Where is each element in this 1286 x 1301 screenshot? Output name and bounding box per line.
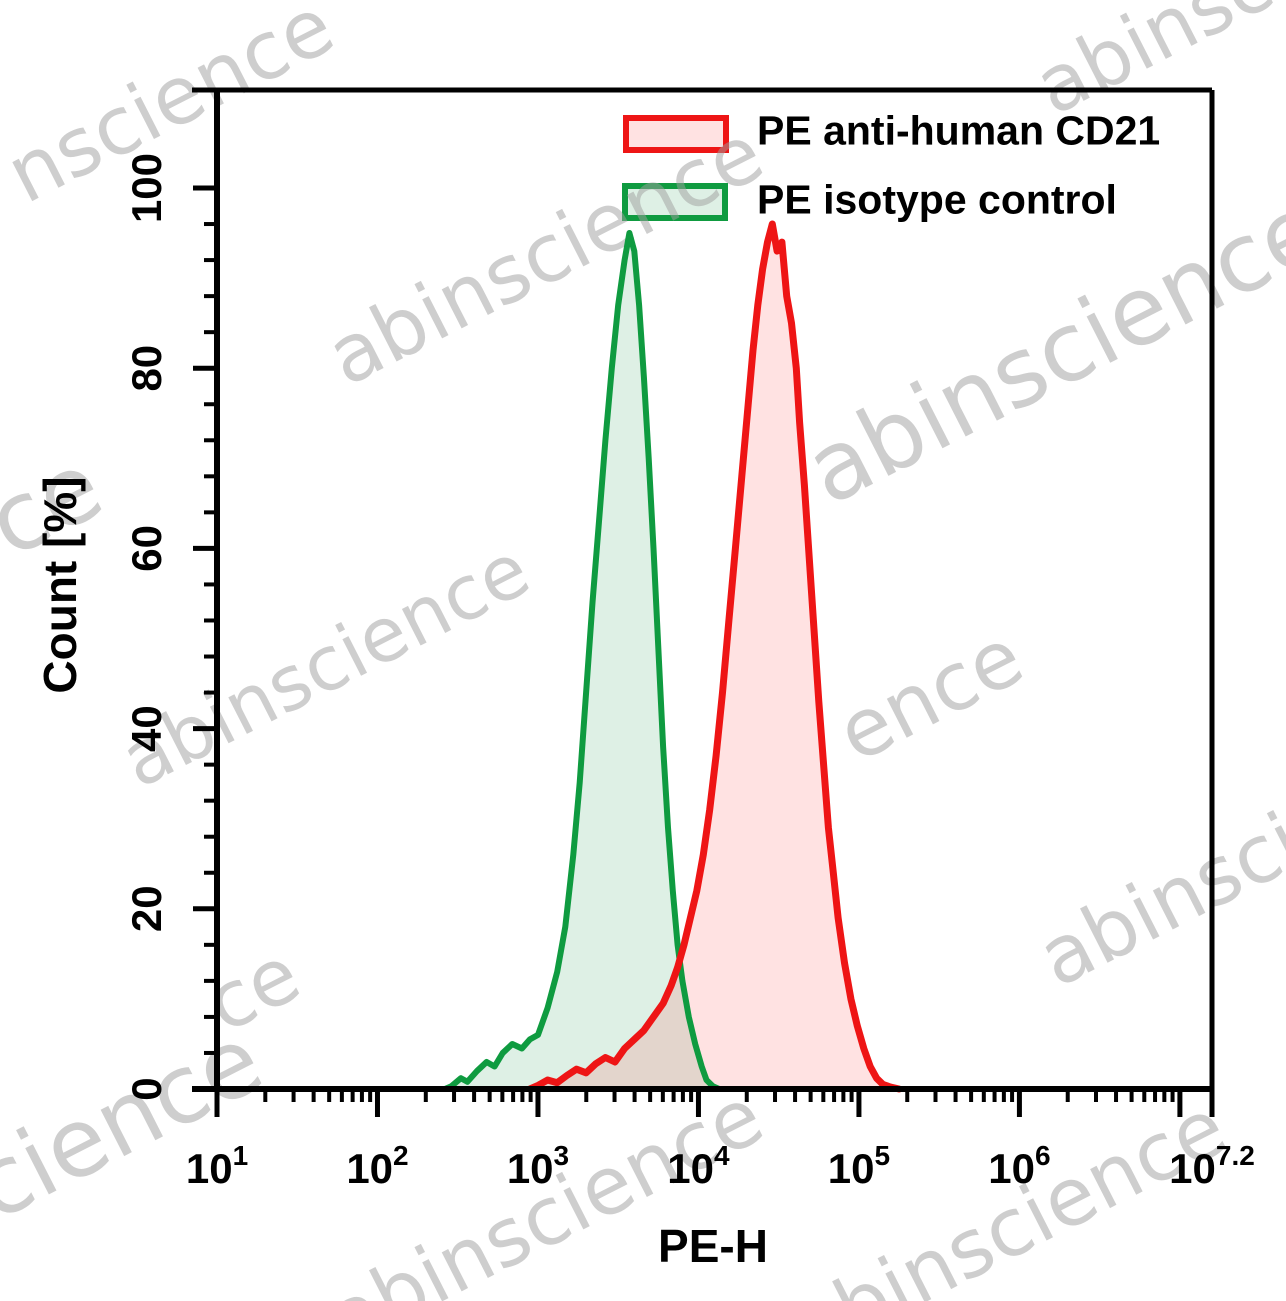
y-tick-label: 100 — [123, 153, 170, 223]
y-tick-label: 80 — [123, 345, 170, 392]
x-tick-label: 107.2 — [1169, 1140, 1255, 1192]
x-tick-label: 106 — [988, 1140, 1050, 1192]
y-tick-label: 0 — [123, 1077, 170, 1100]
x-tick-label: 104 — [667, 1140, 730, 1192]
y-tick-label: 40 — [123, 705, 170, 752]
y-tick-label: 60 — [123, 525, 170, 572]
x-axis-title: PE-H — [658, 1220, 768, 1272]
legend-label-isotype-control: PE isotype control — [757, 176, 1117, 223]
y-axis-title: Count [%] — [34, 476, 86, 694]
legend-swatch-isotype-control — [622, 183, 728, 221]
legend-label-anti-cd21: PE anti-human CD21 — [757, 107, 1161, 154]
pe-isotype-control-fill — [444, 233, 720, 1089]
pe-anti-human-cd21-curve — [526, 220, 903, 1093]
x-tick-label: 101 — [186, 1140, 248, 1192]
pe-isotype-control-curve — [441, 230, 723, 1092]
y-tick-label: 20 — [123, 885, 170, 932]
pe-anti-human-cd21-fill — [529, 224, 900, 1089]
x-tick-label: 103 — [507, 1140, 569, 1192]
legend-swatch-anti-cd21 — [623, 115, 729, 153]
x-tick-label: 102 — [346, 1140, 408, 1192]
x-tick-label: 105 — [828, 1140, 890, 1192]
